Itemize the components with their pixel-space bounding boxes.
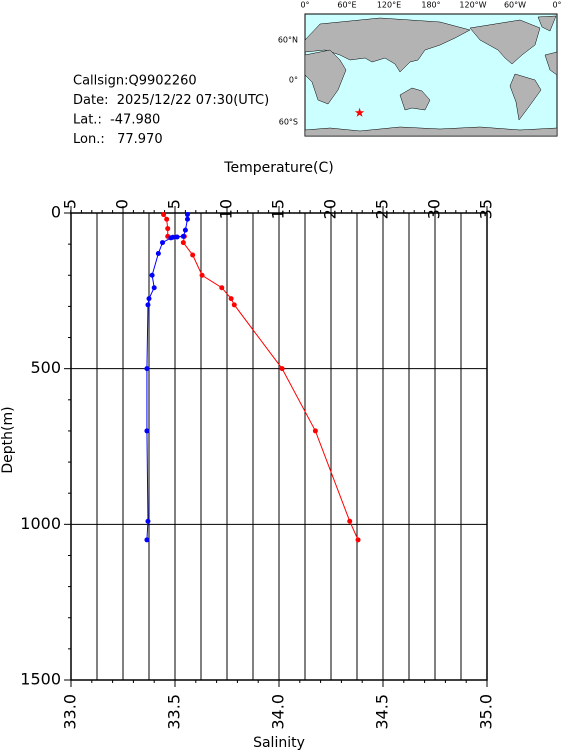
profile-point xyxy=(228,296,234,302)
profile-point xyxy=(144,428,150,434)
x-tick-label: 10 xyxy=(217,199,236,219)
profile-point xyxy=(149,272,155,278)
x2-axis-label: Salinity xyxy=(253,735,305,751)
x-tick-label: 15 xyxy=(269,199,288,219)
x2-tick-label: 35.0 xyxy=(477,694,496,730)
profile-point xyxy=(184,212,190,218)
map-x-label: 60°W xyxy=(504,1,526,10)
profile-point xyxy=(146,296,152,302)
y-tick-label: 500 xyxy=(30,358,61,377)
profile-point xyxy=(174,234,180,240)
info-line: Lat.: -47.980 xyxy=(73,113,160,128)
map-x-label: 60°E xyxy=(337,1,356,10)
profile-line xyxy=(163,214,359,541)
profile-point xyxy=(312,428,318,434)
map-x-label: 0° xyxy=(552,1,561,10)
map-y-label: 0° xyxy=(289,76,298,85)
y-tick-label: 1000 xyxy=(20,514,61,533)
profile-point xyxy=(155,250,161,256)
profile-point xyxy=(184,216,190,222)
x2-tick-label: 34.0 xyxy=(269,694,288,730)
profile-point xyxy=(180,233,186,239)
profile-point xyxy=(145,518,151,524)
y-axis-label: Depth(m) xyxy=(0,406,16,473)
profile-point xyxy=(180,240,186,246)
map-y-label: 60°S xyxy=(279,118,298,127)
x2-tick-label: 34.5 xyxy=(373,694,392,730)
profile-point xyxy=(144,366,150,372)
x-axis-label: Temperature(C) xyxy=(223,160,333,176)
x-tick-label: 5 xyxy=(165,199,184,209)
profile-point xyxy=(279,366,285,372)
land xyxy=(304,15,558,137)
x-tick-label: 35 xyxy=(477,199,496,219)
x2-tick-label: 33.0 xyxy=(61,694,80,730)
y-tick-label: 1500 xyxy=(20,670,61,689)
x-tick-label: 20 xyxy=(321,199,340,219)
profile-point xyxy=(165,226,171,232)
map-x-label: 120°W xyxy=(459,1,486,10)
profile-point xyxy=(145,302,151,308)
map-x-label: 180° xyxy=(421,1,440,10)
profile-point xyxy=(161,212,167,218)
x-tick-label: 25 xyxy=(373,199,392,219)
profile-point xyxy=(347,518,353,524)
profile-point xyxy=(144,537,150,543)
profile-point xyxy=(160,240,166,246)
info-line: Lon.: 77.970 xyxy=(73,132,163,147)
map-y-label: 60°N xyxy=(278,36,298,45)
profile-point xyxy=(355,537,361,543)
x2-tick-label: 33.5 xyxy=(165,694,184,730)
map-x-label: 0° xyxy=(300,1,309,10)
profile-point xyxy=(219,285,225,291)
map-x-label: 120°E xyxy=(377,1,401,10)
profile-point xyxy=(199,272,205,278)
profile-point xyxy=(182,227,188,233)
station-star xyxy=(354,107,365,117)
profile-point xyxy=(231,302,237,308)
profile-point xyxy=(164,216,170,222)
x-tick-label: 30 xyxy=(425,199,444,219)
profile-line xyxy=(146,214,188,540)
x-tick-label: 0 xyxy=(113,199,132,209)
info-line: Callsign:Q9902260 xyxy=(73,74,197,89)
y-tick-label: 0 xyxy=(51,203,61,222)
map xyxy=(304,13,558,137)
info-line: Date: 2025/12/22 07:30(UTC) xyxy=(73,93,269,108)
profile-point xyxy=(168,235,174,241)
profile-point xyxy=(190,252,196,258)
x-tick-label: -5 xyxy=(61,199,80,215)
profile-point xyxy=(151,285,157,291)
